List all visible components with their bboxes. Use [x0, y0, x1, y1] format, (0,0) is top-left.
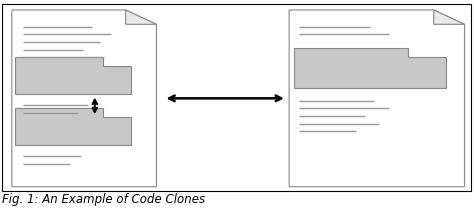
Polygon shape	[126, 10, 156, 24]
Polygon shape	[434, 10, 465, 24]
Polygon shape	[12, 10, 156, 187]
Polygon shape	[15, 57, 131, 94]
Bar	[2, 4, 471, 191]
Text: Fig. 1: An Example of Code Clones: Fig. 1: An Example of Code Clones	[2, 193, 206, 206]
Polygon shape	[289, 10, 465, 187]
Polygon shape	[294, 48, 446, 88]
Polygon shape	[15, 108, 131, 145]
